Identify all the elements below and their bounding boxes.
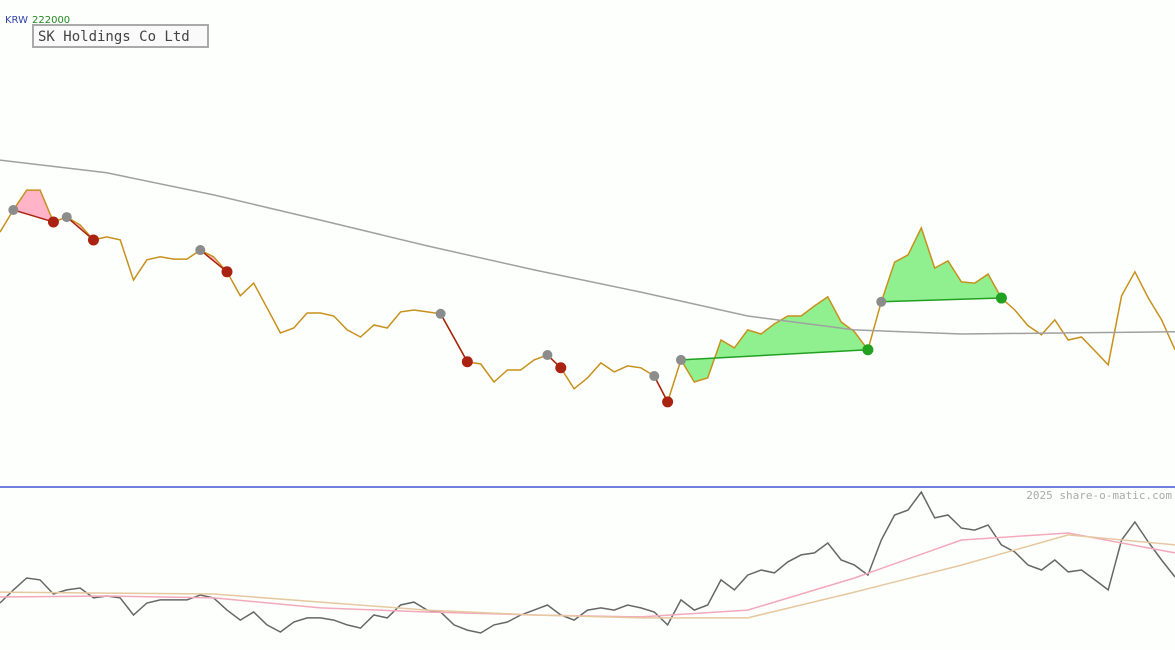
- max-label: 222000: [32, 15, 70, 26]
- trade-fill: [681, 296, 868, 382]
- series-line: [0, 534, 1175, 619]
- series-line: [0, 532, 1175, 618]
- series-line: [0, 490, 1175, 634]
- exit-dot: [47, 216, 59, 228]
- exit-dot: [221, 266, 233, 278]
- entry-dot: [435, 308, 446, 319]
- exit-dot: [87, 234, 99, 246]
- title-box: [32, 24, 209, 48]
- chart-title: SK Holdings Co Ltd: [38, 29, 190, 45]
- marks-layer: [0, 159, 1175, 634]
- trade-line: [680, 349, 868, 361]
- text-layer: SK Holdings Co Ltd KRW 222000 2025 share…: [5, 15, 1172, 502]
- entry-dot: [675, 354, 686, 365]
- trade-line: [13, 209, 54, 223]
- trade-line: [881, 297, 1002, 303]
- entry-dot: [61, 212, 72, 223]
- exit-dot: [862, 344, 874, 356]
- series-line: [0, 189, 1175, 404]
- currency-label: KRW: [5, 15, 28, 26]
- entry-dot: [542, 350, 553, 361]
- exit-dot: [995, 292, 1007, 304]
- entry-dot: [876, 296, 887, 307]
- trade-line: [66, 216, 94, 241]
- exit-dot: [555, 362, 567, 374]
- credit: 2025 share-o-matic.com: [1026, 489, 1172, 502]
- exit-dot: [461, 356, 473, 368]
- entry-dot: [649, 371, 660, 382]
- entry-dot: [195, 245, 206, 256]
- series-line: [0, 159, 1175, 335]
- trade-line: [439, 313, 468, 363]
- entry-dot: [8, 204, 19, 215]
- trade-line: [199, 249, 228, 273]
- exit-dot: [662, 396, 674, 408]
